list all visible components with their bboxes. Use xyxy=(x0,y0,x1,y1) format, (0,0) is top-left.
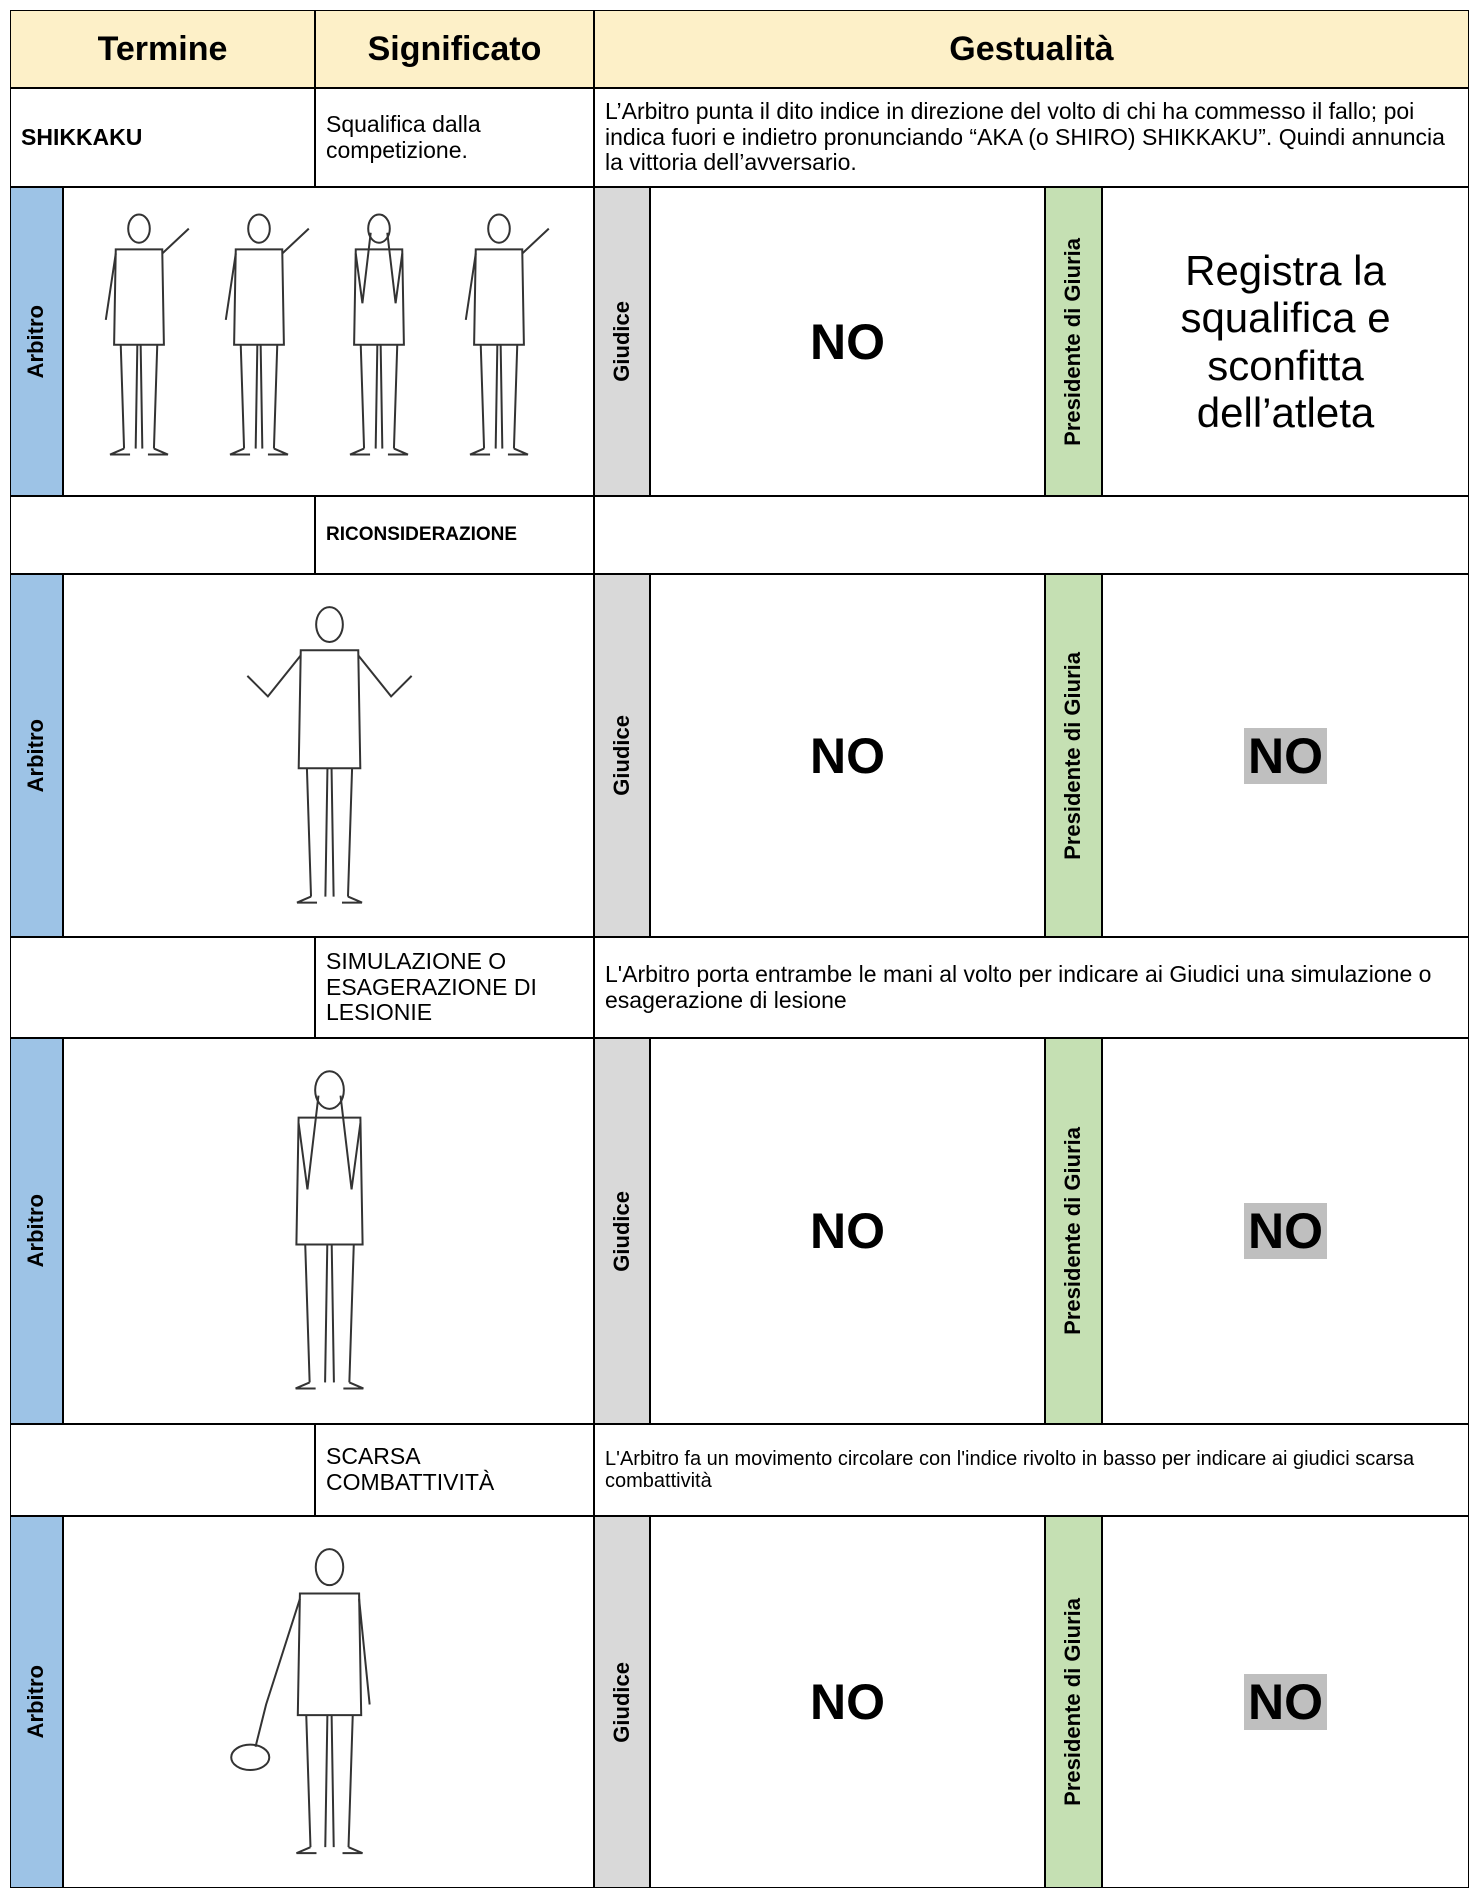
presidente-value-text: NO xyxy=(1244,727,1327,784)
gesture-drawing xyxy=(104,213,550,456)
arbitro-label-text: Arbitro xyxy=(23,304,49,379)
arbitro-label-text: Arbitro xyxy=(23,1665,49,1739)
arbitro-label: Arbitro xyxy=(10,1038,63,1424)
presidente-value: NO xyxy=(1102,574,1469,937)
termine xyxy=(10,496,315,574)
arbitro-label: Arbitro xyxy=(10,187,63,496)
significato: SIMULAZIONE O ESAGERAZIONE DI LESIONIE xyxy=(315,937,594,1038)
gesture-drawing xyxy=(295,1070,364,1390)
gesture-drawing xyxy=(246,606,413,904)
presidente-label-text: Presidente di Giuria xyxy=(1060,237,1086,446)
giudice-value: NO xyxy=(650,1516,1045,1888)
giudice-value: NO xyxy=(650,1038,1045,1424)
giudice-label: Giudice xyxy=(594,1038,650,1424)
referee-figure xyxy=(230,1548,371,1855)
gestualita: L’Arbitro punta il dito indice in direzi… xyxy=(594,88,1469,187)
giudice-label-text: Giudice xyxy=(608,1661,634,1743)
giudice-label-text: Giudice xyxy=(608,715,634,796)
giudice-value-text: NO xyxy=(810,1674,885,1730)
gesture-image xyxy=(63,574,594,937)
referee-figure xyxy=(104,213,190,456)
termine xyxy=(10,1424,315,1516)
arbitro-label: Arbitro xyxy=(10,574,63,937)
presidente-label-text: Presidente di Giuria xyxy=(1060,1598,1086,1806)
gestualita xyxy=(594,496,1469,574)
presidente-label: Presidente di Giuria xyxy=(1045,1038,1102,1424)
termine xyxy=(10,937,315,1038)
giudice-label: Giudice xyxy=(594,1516,650,1888)
gestualita-text: L'Arbitro fa un movimento circolare con … xyxy=(605,1447,1415,1492)
gesture-drawing xyxy=(230,1548,371,1855)
header-gestualita: Gestualità xyxy=(594,10,1469,88)
presidente-value-text: Registra la squalifica e sconfitta dell’… xyxy=(1180,247,1391,436)
gestualita-text: L’Arbitro punta il dito indice in direzi… xyxy=(605,97,1445,176)
giudice-label: Giudice xyxy=(594,574,650,937)
presidente-value-text: NO xyxy=(1244,1203,1327,1259)
gesture-image xyxy=(63,1038,594,1424)
significato-text: RICONSIDERAZIONE xyxy=(326,524,518,546)
presidente-value: NO xyxy=(1102,1038,1469,1424)
header-termine: Termine xyxy=(10,10,315,88)
referee-figure xyxy=(349,213,409,456)
header-significato: Significato xyxy=(315,10,594,88)
gestualita: L'Arbitro porta entrambe le mani al volt… xyxy=(594,937,1469,1038)
gestualita: L'Arbitro fa un movimento circolare con … xyxy=(594,1424,1469,1516)
header-termine-text: Termine xyxy=(97,29,228,68)
header-significato-text: Significato xyxy=(367,29,542,68)
giudice-value: NO xyxy=(650,187,1045,496)
header-gestualita-text: Gestualità xyxy=(949,29,1114,68)
referee-figure xyxy=(295,1070,364,1390)
giudice-value-text: NO xyxy=(810,727,885,784)
arbitro-label-text: Arbitro xyxy=(23,1194,49,1268)
significato: Squalifica dalla competizione. xyxy=(315,88,594,187)
significato: RICONSIDERAZIONE xyxy=(315,496,594,574)
presidente-value-text: NO xyxy=(1244,1674,1327,1730)
significato-text: SCARSA COMBATTIVITÀ xyxy=(326,1443,495,1495)
significato: SCARSA COMBATTIVITÀ xyxy=(315,1424,594,1516)
giudice-label-text: Giudice xyxy=(608,1190,634,1272)
arbitro-label-text: Arbitro xyxy=(23,718,49,793)
giudice-value: NO xyxy=(650,574,1045,937)
referee-figure xyxy=(464,213,550,456)
presidente-label: Presidente di Giuria xyxy=(1045,1516,1102,1888)
giudice-label-text: Giudice xyxy=(608,301,634,382)
giudice-value-text: NO xyxy=(810,313,885,370)
presidente-label: Presidente di Giuria xyxy=(1045,574,1102,937)
referee-figure xyxy=(246,606,413,904)
giudice-label: Giudice xyxy=(594,187,650,496)
presidente-label-text: Presidente di Giuria xyxy=(1060,1127,1086,1335)
referee-figure xyxy=(224,213,310,456)
significato-text: Squalifica dalla competizione. xyxy=(326,110,481,163)
gestualita-text: L'Arbitro porta entrambe le mani al volt… xyxy=(605,960,1432,1013)
presidente-label-text: Presidente di Giuria xyxy=(1060,651,1086,860)
giudice-value-text: NO xyxy=(810,1203,885,1259)
termine-text: SHIKKAKU xyxy=(21,123,143,150)
gesture-image xyxy=(63,1516,594,1888)
presidente-label: Presidente di Giuria xyxy=(1045,187,1102,496)
significato-text: SIMULAZIONE O ESAGERAZIONE DI LESIONIE xyxy=(326,947,537,1026)
termine: SHIKKAKU xyxy=(10,88,315,187)
presidente-value: NO xyxy=(1102,1516,1469,1888)
gesture-image xyxy=(63,187,594,496)
presidente-value: Registra la squalifica e sconfitta dell’… xyxy=(1102,187,1469,496)
arbitro-label: Arbitro xyxy=(10,1516,63,1888)
